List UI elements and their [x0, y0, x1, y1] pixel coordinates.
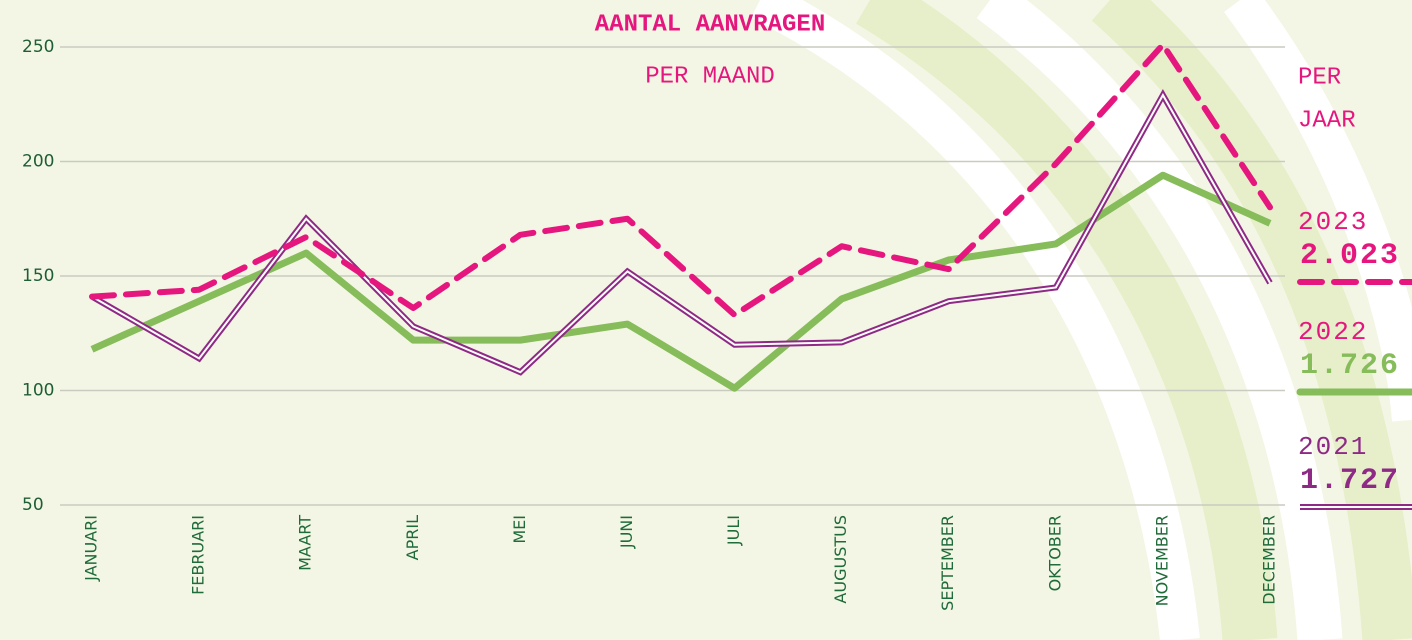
legend-total: 2.023 [1300, 239, 1400, 273]
legend-total: 1.727 [1300, 464, 1400, 498]
y-tick-label: 100 [22, 381, 54, 401]
x-tick-label: MEI [510, 515, 529, 544]
legend-name: 2021 [1298, 432, 1368, 462]
y-tick-label: 200 [22, 152, 54, 172]
x-tick-label: APRIL [403, 515, 422, 560]
x-tick-label: MAART [296, 515, 315, 571]
x-tick-label: OKTOBER [1045, 515, 1064, 591]
y-tick-label: 250 [22, 37, 54, 57]
chart-title: AANTAL AANVRAGEN [595, 11, 825, 38]
legend-title: JAAR [1298, 107, 1356, 134]
x-tick-label: AUGUSTUS [831, 515, 850, 604]
legend-name: 2023 [1298, 207, 1368, 237]
x-tick-label: SEPTEMBER [938, 515, 957, 611]
x-tick-label: DECEMBER [1260, 515, 1279, 605]
legend-total: 1.726 [1300, 349, 1400, 383]
x-tick-label: FEBRUARI [189, 515, 208, 595]
chart-subtitle: PER MAAND [645, 63, 775, 90]
legend-title: PER [1298, 64, 1341, 91]
x-tick-label: JUNI [617, 515, 636, 549]
x-tick-label: JULI [724, 515, 743, 546]
chart: AANTAL AANVRAGEN PER MAAND 50 100 150 200 25… [0, 0, 1412, 640]
legend-name: 2022 [1298, 317, 1368, 347]
x-tick-label: JANUARI [82, 515, 101, 582]
y-tick-label: 150 [22, 266, 54, 286]
y-tick-label: 50 [22, 495, 44, 515]
x-tick-label: NOVEMBER [1152, 515, 1171, 606]
